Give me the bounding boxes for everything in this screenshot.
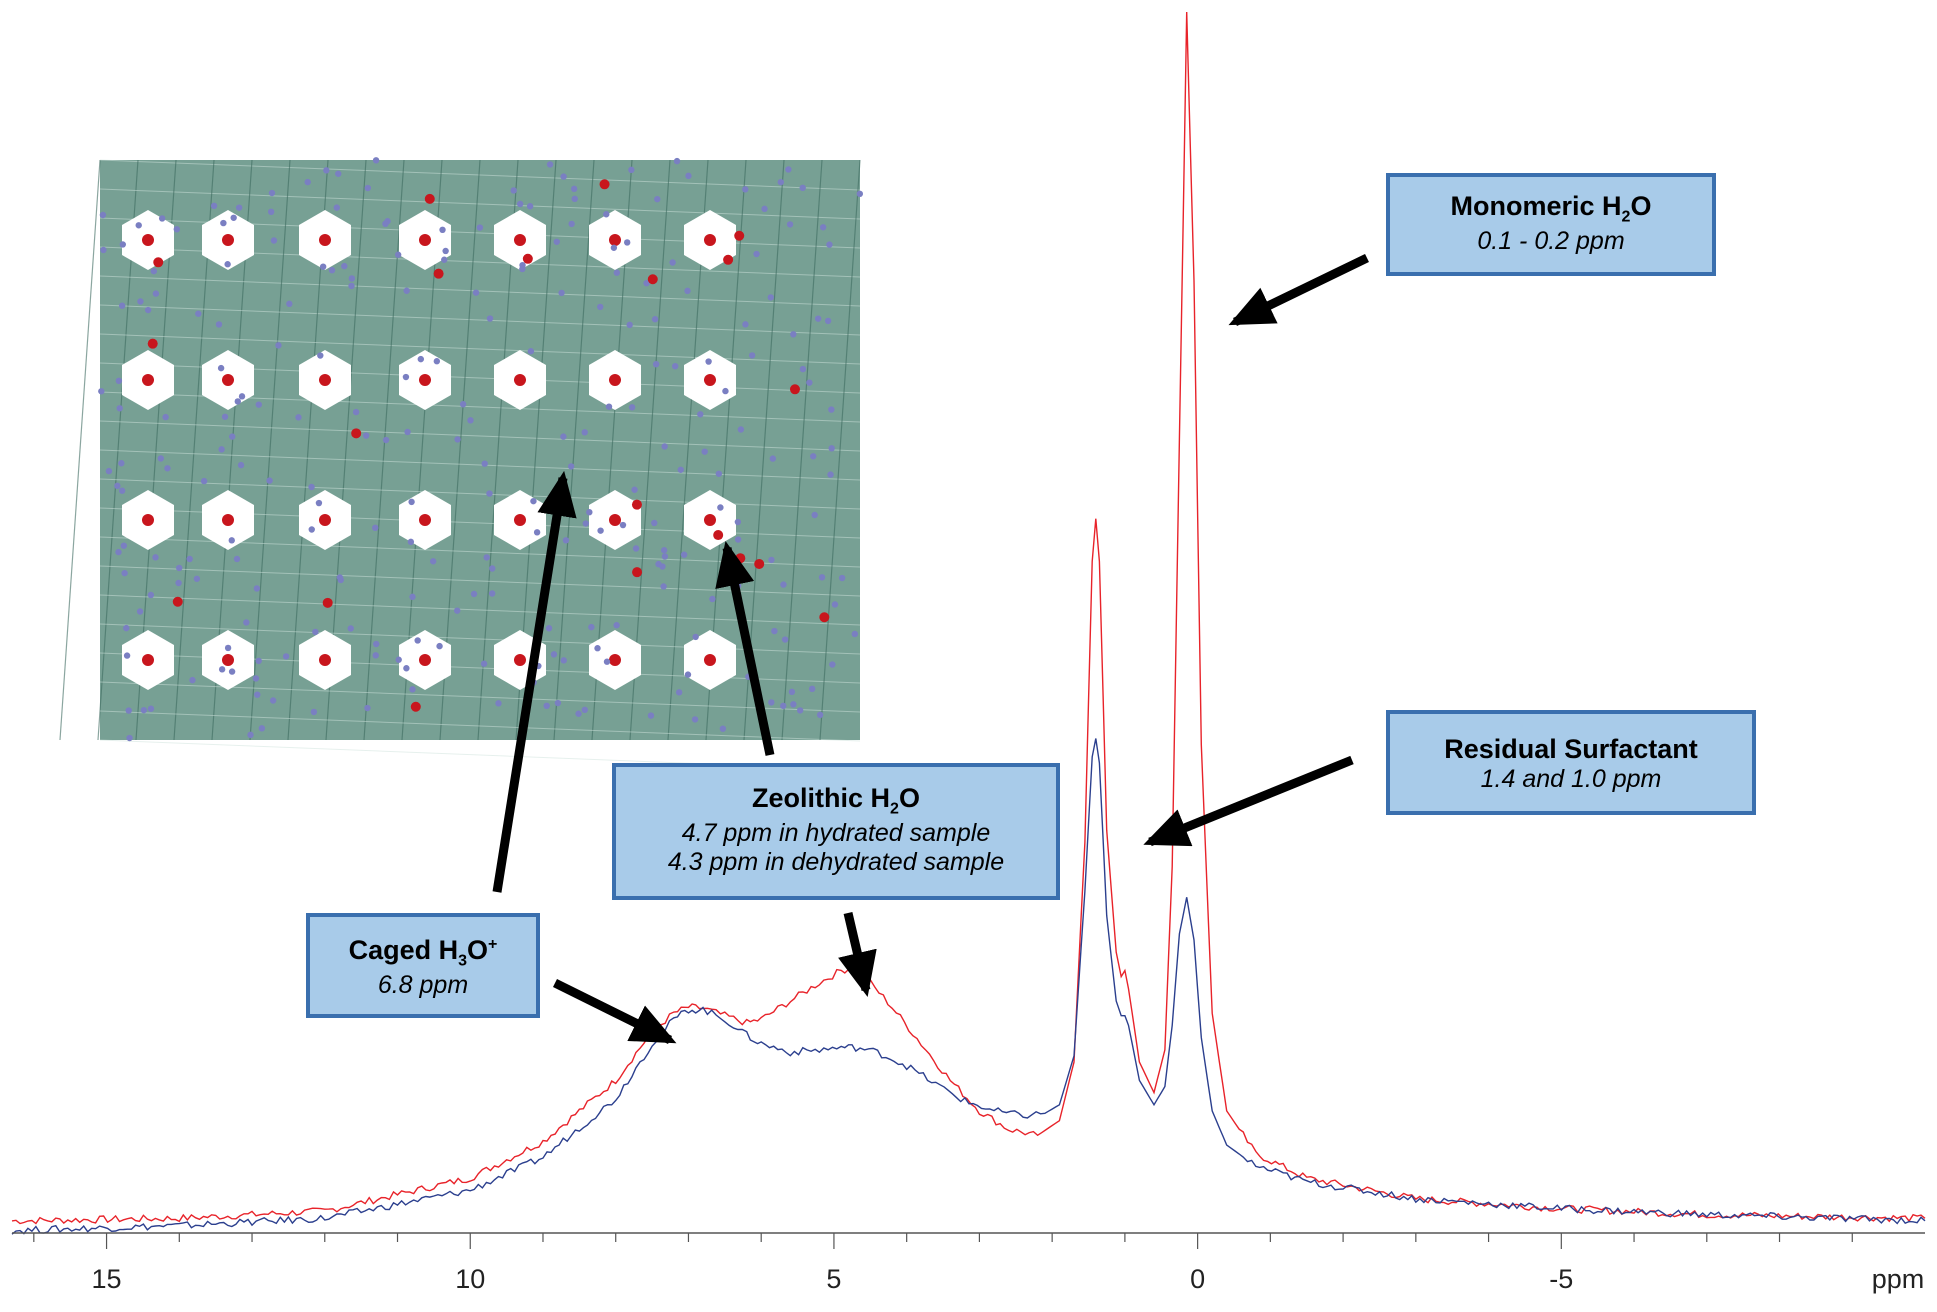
monomeric-arrow bbox=[1228, 253, 1369, 327]
x-tick-label: 15 bbox=[92, 1264, 122, 1294]
caged-hydronium-callout: Caged H3O+ 6.8 ppm bbox=[306, 913, 540, 1018]
zeolithic-lower-arrow bbox=[838, 911, 877, 998]
caged-vertical-arrow bbox=[492, 470, 577, 893]
callout-detail: 0.1 - 0.2 ppm bbox=[1477, 226, 1625, 255]
x-axis: 15 10 5 0 -5 ppm bbox=[12, 1232, 1925, 1294]
callout-detail: 6.8 ppm bbox=[377, 970, 469, 999]
callout-detail-hydrated: 4.7 ppm in hydrated sample bbox=[681, 818, 991, 847]
residual-surfactant-callout: Residual Surfactant 1.4 and 1.0 ppm bbox=[1386, 710, 1756, 815]
callout-detail: 1.4 and 1.0 ppm bbox=[1480, 765, 1662, 794]
surfactant-arrow bbox=[1143, 755, 1354, 847]
spectrum-series bbox=[11, 11, 1926, 1235]
annotation-arrows bbox=[492, 253, 1369, 1045]
zeolithic-water-callout: Zeolithic H2O 4.7 ppm in hydrated sample… bbox=[612, 763, 1060, 900]
callout-title: Caged H3O+ bbox=[348, 935, 498, 970]
monomeric-water-callout: Monomeric H2O 0.1 - 0.2 ppm bbox=[1386, 173, 1716, 276]
callout-title: Zeolithic H2O bbox=[752, 783, 920, 818]
x-tick-label: 10 bbox=[455, 1264, 485, 1294]
callout-title: Monomeric H2O bbox=[1450, 191, 1652, 226]
crystal-structure-image bbox=[59, 157, 864, 771]
caged-diagonal-arrow bbox=[553, 978, 677, 1045]
x-tick-label: 5 bbox=[826, 1264, 841, 1294]
zeolithic-upper-arrow bbox=[715, 540, 775, 756]
x-tick-label: 0 bbox=[1190, 1264, 1205, 1294]
series-line-1 bbox=[11, 738, 1926, 1235]
x-tick-label: -5 bbox=[1549, 1264, 1573, 1294]
callout-detail-dehydrated: 4.3 ppm in dehydrated sample bbox=[667, 847, 1005, 876]
x-unit-label: ppm bbox=[1872, 1264, 1925, 1294]
callout-title: Residual Surfactant bbox=[1444, 734, 1698, 764]
